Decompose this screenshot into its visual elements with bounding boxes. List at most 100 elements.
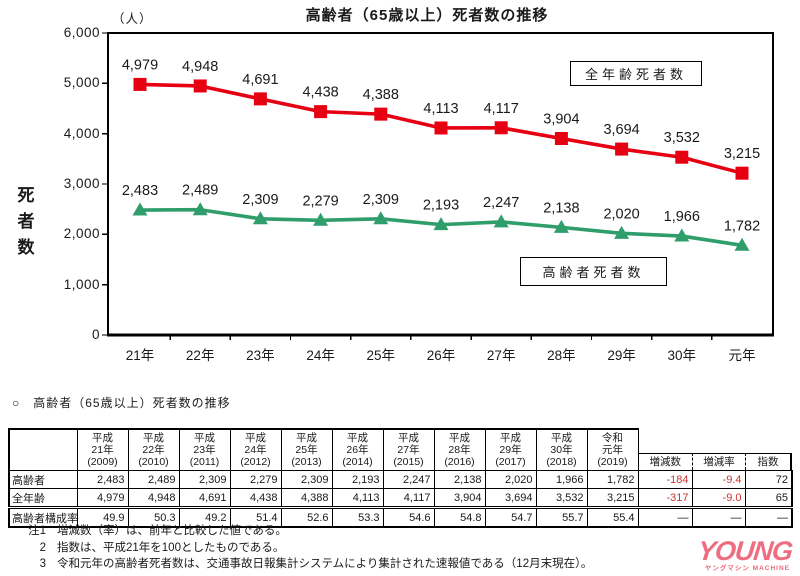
table-cell-extra: -184 bbox=[637, 470, 693, 489]
data-label: 2,279 bbox=[302, 193, 338, 209]
table-cell: 2,193 bbox=[331, 470, 384, 489]
data-label: 4,438 bbox=[302, 85, 338, 101]
data-point-square bbox=[554, 131, 568, 145]
footnote-line: 2 指数は、平成21年を100としたものである。 bbox=[10, 540, 592, 557]
table-cell-extra: — bbox=[637, 506, 693, 528]
data-point-square bbox=[434, 121, 448, 135]
data-point-triangle bbox=[373, 211, 389, 225]
x-tick-label: 23年 bbox=[246, 348, 275, 363]
data-point-triangle bbox=[132, 202, 148, 216]
table-cell-extra: — bbox=[691, 506, 746, 528]
y-tick-label: 6,000 bbox=[63, 25, 100, 40]
table-cell: 1,966 bbox=[535, 470, 588, 489]
data-point-triangle bbox=[252, 211, 268, 225]
extra-column-header: 指数 bbox=[745, 429, 792, 471]
data-point-triangle bbox=[313, 212, 329, 226]
data-label: 3,215 bbox=[724, 146, 760, 162]
table-cell: 3,904 bbox=[433, 488, 486, 508]
table-cell: 2,279 bbox=[229, 470, 282, 489]
x-tick-label: 30年 bbox=[667, 348, 697, 363]
table-cell: 49.2 bbox=[178, 506, 231, 528]
data-label: 4,948 bbox=[182, 59, 218, 75]
table-cell-extra: -9.4 bbox=[691, 470, 746, 489]
data-point-triangle bbox=[192, 202, 208, 216]
y-axis-unit-label: （人） bbox=[112, 12, 153, 26]
table-cell: 55.7 bbox=[535, 506, 588, 528]
data-label: 1,782 bbox=[724, 218, 760, 234]
data-point-square bbox=[193, 79, 207, 93]
data-label: 3,694 bbox=[603, 122, 639, 138]
table-cell: 4,438 bbox=[229, 488, 282, 508]
data-point-triangle bbox=[614, 225, 630, 239]
footnote-text: 増減数（率）は、前年と比較した値である。 bbox=[57, 525, 287, 537]
table-cell: 3,215 bbox=[586, 488, 639, 508]
table-cell: 1,782 bbox=[586, 470, 639, 489]
table-cell: 51.4 bbox=[229, 506, 282, 528]
data-point-square bbox=[615, 142, 629, 156]
footnote-text: 令和元年の高齢者死者数は、交通事故日報集計システムにより集計された速報値である（… bbox=[57, 558, 593, 570]
table-cell: 2,247 bbox=[382, 470, 435, 489]
footnotes: 注1 増減数（率）は、前年と比較した値である。 2 指数は、平成21年を100としたも… bbox=[10, 523, 592, 573]
x-tick-label: 29年 bbox=[607, 348, 636, 363]
y-tick-label: 1,000 bbox=[63, 276, 100, 292]
footnote-number: 2 bbox=[39, 541, 46, 554]
data-label: 2,138 bbox=[543, 200, 579, 216]
year-column-header: 平成 26年 (2014) bbox=[331, 428, 384, 471]
chart-title: 高齢者（65歳以上）死者数の推移 bbox=[305, 7, 549, 24]
data-label: 3,904 bbox=[543, 111, 579, 127]
x-tick-label: 28年 bbox=[547, 348, 576, 363]
table-cell: 2,489 bbox=[127, 470, 180, 489]
year-column-header: 平成 24年 (2012) bbox=[229, 428, 282, 471]
x-tick-label: 24年 bbox=[306, 348, 335, 363]
table-cell: 55.4 bbox=[586, 506, 639, 528]
data-point-square bbox=[314, 105, 328, 119]
table-cell: 52.6 bbox=[280, 506, 333, 528]
year-column-header: 平成 27年 (2015) bbox=[382, 428, 435, 471]
x-tick-label: 元年 bbox=[728, 348, 756, 363]
data-label: 2,309 bbox=[363, 192, 399, 208]
data-point-square bbox=[675, 150, 689, 164]
data-point-square bbox=[133, 77, 147, 91]
data-label: 2,020 bbox=[603, 206, 639, 222]
table-cell-extra: — bbox=[744, 506, 793, 528]
y-tick-label: 5,000 bbox=[63, 75, 100, 91]
table-cell: 2,309 bbox=[280, 470, 333, 489]
year-column-header: 平成 30年 (2018) bbox=[535, 428, 588, 471]
row-label: 高齢者構成率 bbox=[8, 506, 78, 528]
extra-column-header: 増減率 bbox=[692, 429, 745, 471]
table-corner-cell bbox=[8, 428, 78, 471]
data-point-triangle bbox=[674, 228, 690, 242]
table-cell-extra: -317 bbox=[637, 488, 693, 508]
table-cell-extra: -9.0 bbox=[691, 488, 746, 508]
footnote-number: 3 bbox=[39, 558, 46, 570]
table-cell: 3,694 bbox=[484, 488, 537, 508]
data-label: 4,113 bbox=[423, 101, 458, 117]
table-cell: 4,948 bbox=[127, 488, 180, 508]
table-cell: 4,388 bbox=[280, 488, 333, 508]
y-tick-label: 3,000 bbox=[63, 176, 100, 191]
data-point-triangle bbox=[734, 237, 750, 251]
data-label: 4,979 bbox=[122, 57, 158, 73]
data-point-square bbox=[735, 166, 749, 180]
section-heading: ○ 高齢者（65歳以上）死者数の推移 bbox=[12, 396, 231, 410]
footnote-text: 指数は、平成21年を100としたものである。 bbox=[57, 541, 285, 554]
data-label: 3,532 bbox=[664, 130, 700, 146]
watermark-machine-text: ヤングマシン MACHINE bbox=[704, 565, 790, 572]
table-cell: 54.8 bbox=[433, 506, 486, 528]
table-cell-extra: 72 bbox=[744, 470, 793, 489]
y-tick-label: 4,000 bbox=[63, 125, 100, 141]
data-point-triangle bbox=[493, 214, 509, 228]
legend-elderly: 高齢者死者数 bbox=[520, 257, 667, 286]
table-cell: 2,483 bbox=[76, 470, 129, 489]
row-label: 全年齢 bbox=[8, 488, 78, 508]
data-point-triangle bbox=[433, 217, 449, 231]
year-column-header: 平成 23年 (2011) bbox=[178, 428, 231, 471]
table-cell: 3,532 bbox=[535, 488, 588, 508]
legend-all-ages: 全年齢死者数 bbox=[570, 61, 702, 86]
table-cell: 4,979 bbox=[76, 488, 129, 508]
year-column-header: 平成 29年 (2017) bbox=[484, 428, 537, 471]
row-label: 高齢者 bbox=[8, 470, 78, 489]
table-cell: 2,020 bbox=[484, 470, 537, 489]
x-tick-label: 27年 bbox=[486, 348, 516, 363]
